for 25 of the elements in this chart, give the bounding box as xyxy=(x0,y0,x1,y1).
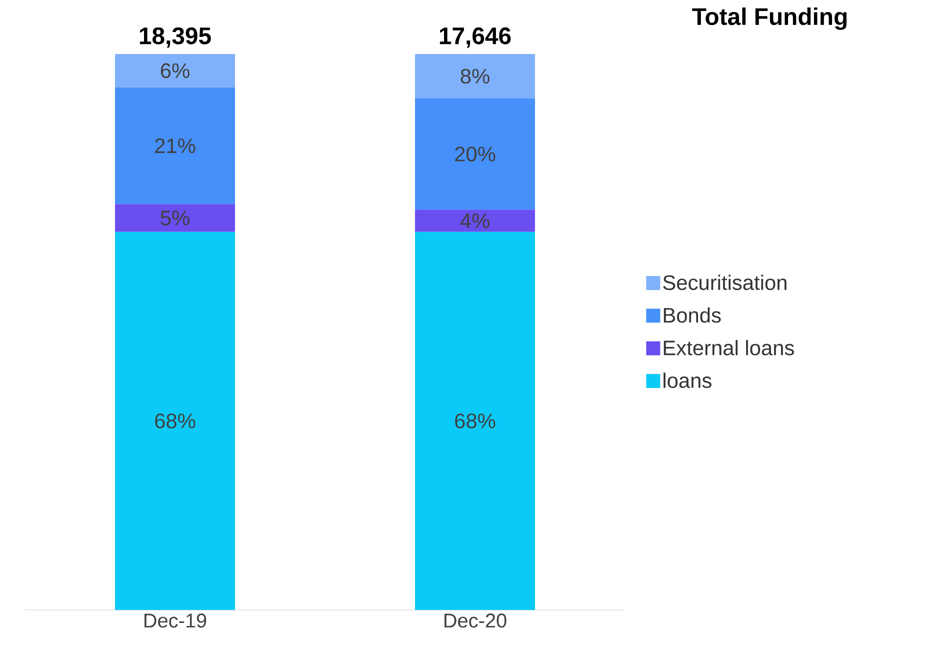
data-label: 5% xyxy=(160,210,190,226)
bar xyxy=(415,210,536,232)
x-tick-label: Dec-19 xyxy=(144,614,206,628)
text: 18,395 xyxy=(140,27,211,48)
data-label: 21% xyxy=(155,138,196,154)
bar xyxy=(415,98,536,210)
data-label: 8% xyxy=(460,68,490,84)
data-label: 6% xyxy=(160,63,190,78)
bar xyxy=(115,87,236,204)
data-label: 4% xyxy=(460,213,490,228)
data-label: 20% xyxy=(455,146,496,162)
bar xyxy=(415,232,536,610)
text: 17,646 xyxy=(440,27,511,48)
legend-label: Securitisation xyxy=(663,274,786,290)
legend-label: Bonds xyxy=(664,307,721,323)
text: Total Funding xyxy=(692,8,847,30)
bar xyxy=(115,54,236,88)
bar xyxy=(115,232,236,610)
bar xyxy=(115,204,236,232)
legend-label: loans xyxy=(664,372,712,388)
data-label: 68% xyxy=(155,414,196,428)
bar xyxy=(415,54,536,98)
data-label: 68% xyxy=(455,414,496,428)
legend-label: External loans xyxy=(664,340,794,356)
x-tick-label: Dec-20 xyxy=(444,614,506,628)
